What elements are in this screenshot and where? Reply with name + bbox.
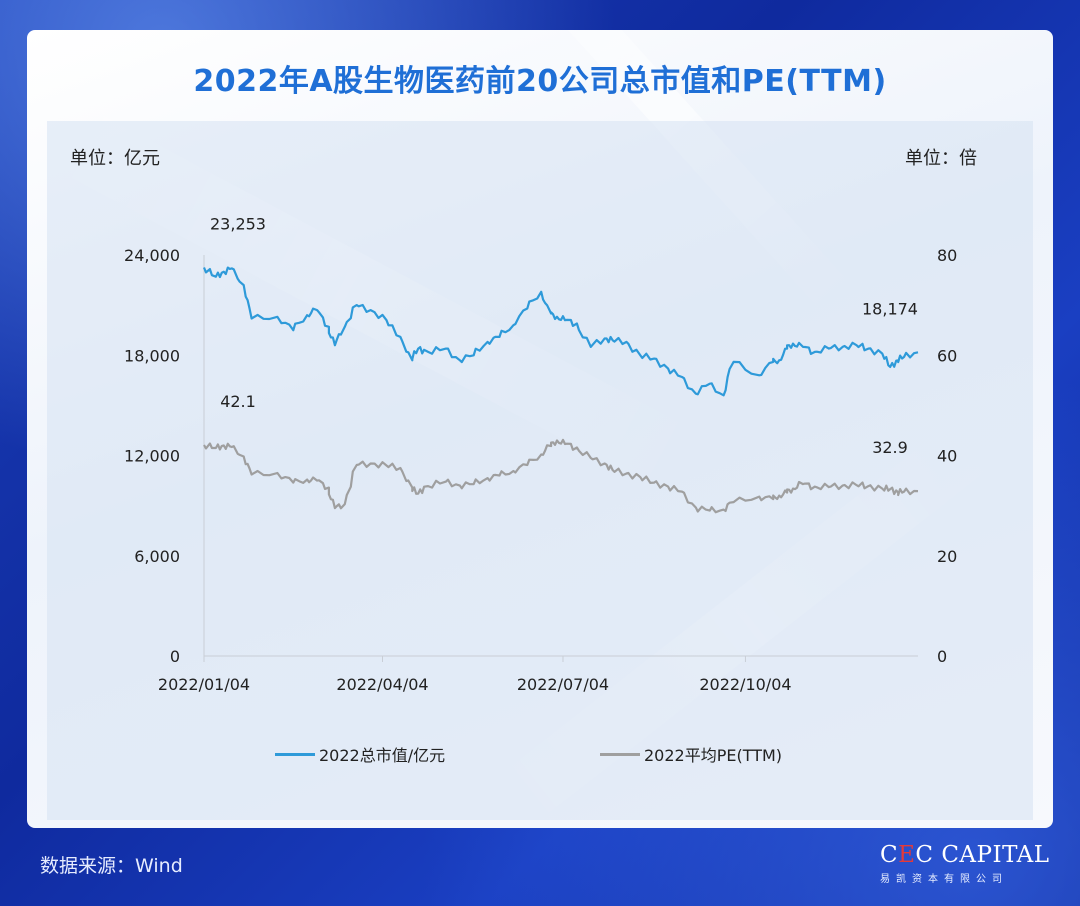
- y-left-tick-label: 6,000: [134, 547, 180, 566]
- y-left-tick-label: 18,000: [124, 346, 180, 365]
- y-left-tick-label: 0: [170, 647, 180, 666]
- data-label: 23,253: [210, 214, 266, 233]
- legend-item-market-cap: 2022总市值/亿元: [275, 742, 445, 766]
- y-right-tick-label: 60: [937, 346, 957, 365]
- right-axis-unit: 单位：倍: [905, 148, 977, 169]
- x-tick-label: 2022/04/04: [336, 675, 428, 694]
- legend-swatch-pe: [600, 752, 640, 756]
- legend-swatch-market-cap: [275, 752, 315, 756]
- x-tick-label: 2022/07/04: [517, 675, 609, 694]
- y-right-tick-label: 0: [937, 647, 947, 666]
- legend-label-market-cap: 2022总市值/亿元: [319, 746, 446, 765]
- y-right-tick-label: 20: [937, 547, 957, 566]
- plot-area: [47, 121, 1033, 820]
- data-label: 42.1: [220, 392, 256, 411]
- x-tick-label: 2022/01/04: [158, 675, 250, 694]
- legend-item-pe: 2022平均PE(TTM): [600, 742, 782, 766]
- logo-wordmark: CEC CAPITAL: [880, 842, 1050, 868]
- logo-subtitle: 易凯资本有限公司: [880, 874, 1008, 885]
- x-tick-label: 2022/10/04: [699, 675, 791, 694]
- y-left-tick-label: 12,000: [124, 447, 180, 466]
- series-line-pe: [203, 438, 919, 514]
- chart-title: 2022年A股生物医药前20公司总市值和PE(TTM): [193, 64, 887, 99]
- data-label: 32.9: [872, 438, 908, 457]
- y-right-tick-label: 40: [937, 447, 957, 466]
- legend-label-pe: 2022平均PE(TTM): [644, 746, 783, 765]
- series-line-market-cap: [202, 266, 919, 397]
- y-right-tick-label: 80: [937, 246, 957, 265]
- y-left-tick-label: 24,000: [124, 246, 180, 265]
- data-source: 数据来源：Wind: [40, 855, 183, 877]
- company-logo: CEC CAPITAL 易凯资本有限公司: [880, 842, 1056, 885]
- left-axis-unit: 单位：亿元: [70, 148, 160, 169]
- data-label: 18,174: [862, 299, 918, 318]
